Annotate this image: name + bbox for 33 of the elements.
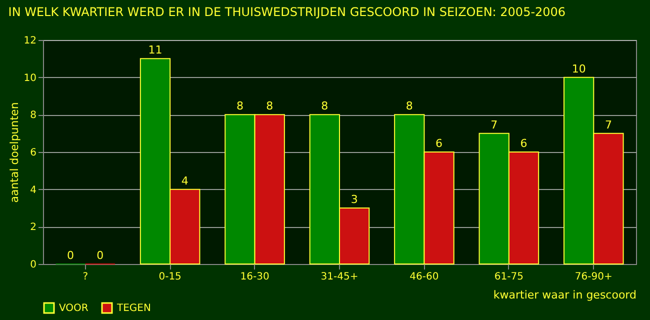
data-label: 8	[406, 100, 413, 113]
data-label: 3	[350, 193, 358, 206]
data-label: 7	[490, 118, 498, 132]
data-label: 4	[181, 174, 188, 188]
x-tick-label: 16-30	[240, 272, 270, 282]
y-tick-label: 4	[30, 184, 36, 196]
data-label: 6	[436, 137, 443, 150]
y-tick-label: 6	[30, 148, 36, 158]
y-tick-label: 2	[30, 222, 36, 234]
data-label: 8	[266, 100, 274, 113]
x-axis-title: kwartier waar in gescoord	[493, 288, 636, 302]
legend-label: VOOR	[59, 303, 88, 314]
y-tick-label: 10	[24, 72, 36, 84]
x-tick-label: 31-45+	[320, 272, 358, 282]
x-tick-label: 46-60	[410, 272, 439, 282]
x-tick-label: 61-75	[494, 272, 524, 282]
y-tick-label: 0	[30, 260, 36, 270]
y-tick-label: 12	[24, 36, 36, 46]
y-axis-title: aantal doelpunten	[8, 102, 21, 203]
data-label: 10	[572, 62, 586, 76]
x-tick-label: 0-15	[158, 272, 182, 282]
data-label: 8	[321, 100, 328, 113]
data-label: 8	[236, 100, 244, 113]
data-label: 6	[520, 137, 528, 150]
data-label: 0	[96, 249, 104, 262]
legend-label: TEGEN	[116, 303, 151, 314]
x-tick-label: ?	[82, 272, 88, 282]
y-tick-label: 8	[30, 110, 36, 122]
data-label: 7	[604, 118, 612, 132]
x-tick-label: 76-90+	[574, 272, 612, 282]
data-label: 0	[67, 249, 74, 262]
data-label: 11	[148, 44, 162, 57]
chart-title: IN WELK KWARTIER WERD ER IN DE THUISWEDSTRIJDEN GESCOORD IN SEIZOEN: 2005-2006	[8, 5, 566, 19]
